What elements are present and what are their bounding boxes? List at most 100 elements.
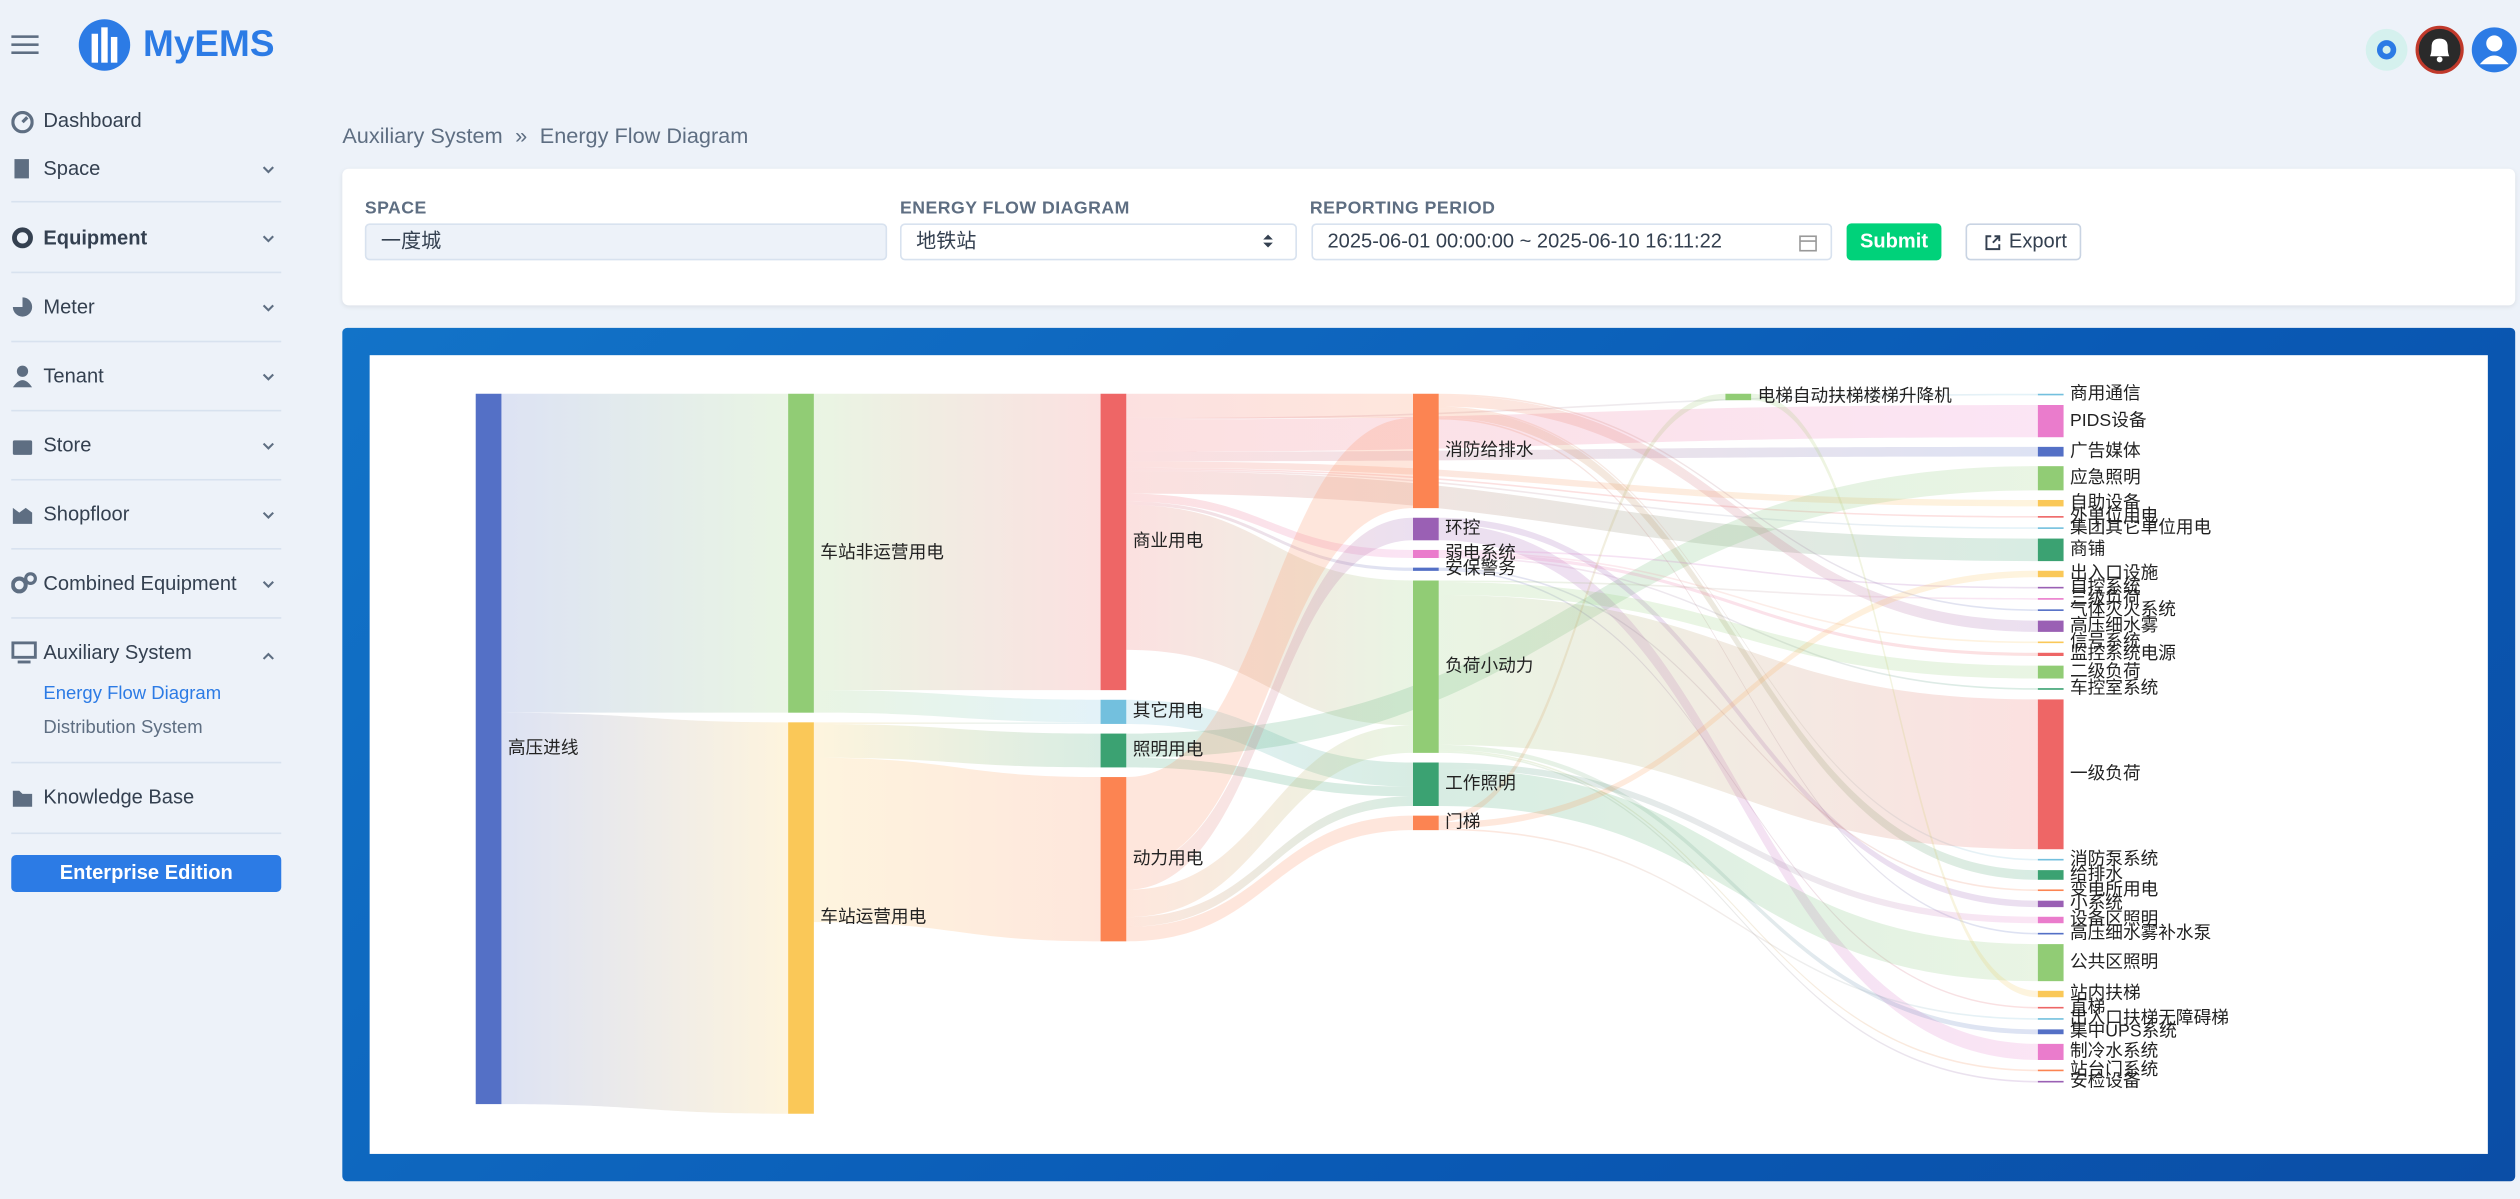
nav-icon [12,507,33,524]
node [1725,393,1752,401]
node-label: PIDS设备 [2070,410,2147,430]
nav-item[interactable]: Combined Equipment [43,572,237,595]
chevrons [262,166,274,589]
node-label: 设备区照明 [2070,909,2158,929]
node-label: 门梯 [1445,812,1480,832]
node-label: 动力用电 [1133,848,1204,868]
node [2037,665,2064,679]
nav-item[interactable]: Dashboard [43,109,142,132]
submit-button[interactable]: Submit [1846,223,1942,261]
nav-item[interactable]: Meter [43,295,95,319]
link [1438,768,2038,982]
links [501,393,2038,1114]
node-label: 直梯 [2070,996,2105,1016]
edition-button[interactable]: Enterprise Edition [11,854,282,892]
node-label: 照明用电 [1133,739,1204,759]
link [1126,467,2038,518]
field-label: SPACE [364,199,427,219]
export-button[interactable]: Export [1965,223,2082,261]
link [1438,582,2038,679]
nav-item[interactable]: Space [43,157,101,180]
link [1438,553,2038,657]
nav-item[interactable]: Equipment [43,226,148,250]
link [1438,549,2038,589]
node [2037,688,2064,690]
node-label: 车控室系统 [2070,678,2158,698]
link [1126,501,1413,571]
chevron-up [262,652,274,660]
node [2037,1043,2064,1060]
divider [11,617,282,619]
node [2037,538,2064,562]
node [2037,652,2064,657]
link [813,393,1101,691]
nav-subitem[interactable]: Distribution System [43,718,203,738]
brand[interactable]: MyEMS [143,22,275,65]
node [2037,499,2064,507]
nav-icon [12,297,33,317]
nav-item[interactable]: Shopfloor [43,503,130,526]
node [2037,1018,2064,1020]
nav-item[interactable]: Knowledge Base [43,785,195,809]
nav-icon [12,790,33,807]
node [1100,699,1127,724]
node-label: 车站运营用电 [820,907,926,927]
link [1126,417,1413,868]
divider [11,200,282,203]
space-input[interactable]: 一度城 [364,223,888,261]
node [2037,598,2064,600]
node-label: 电梯自动扶梯楼梯升降机 [1758,386,1953,406]
link [1438,393,2038,611]
node-label: 一级负荷 [2070,763,2141,783]
node [2037,900,2064,908]
link [1438,408,2038,880]
link [1438,580,2038,600]
divider [11,271,282,274]
node-label: 其它用电 [1133,701,1204,721]
link [813,722,1101,724]
nav-icon [12,365,33,388]
node [2037,570,2064,578]
menu-toggle[interactable] [11,32,40,58]
node-label: 高压细水雾 [2070,615,2159,635]
link [1438,570,2038,829]
link [1126,393,1413,418]
node-label: 安检设备 [2070,1070,2141,1090]
node-label: 站台门系统 [2070,1059,2158,1079]
node-label: 消防泵系统 [2070,848,2158,868]
node [1412,517,1439,541]
node-label: 站内扶梯 [2070,983,2141,1003]
link [1438,551,2038,644]
link [813,723,1101,768]
node-label: 集团其它单位用电 [2070,517,2211,537]
link [1438,393,1726,823]
breadcrumb-parent[interactable]: Auxiliary System [342,123,503,148]
nav-subitem-active[interactable]: Energy Flow Diagram [43,684,222,704]
logo-icon [78,19,131,71]
node [2037,516,2064,518]
link [1438,828,2038,1020]
nav-icon [11,572,37,594]
node [2037,1080,2064,1083]
nav-icon [12,227,33,249]
nav-item[interactable]: Auxiliary System [43,641,192,664]
date-range-input[interactable]: 2025-06-01 00:00:00 ~ 2025-06-10 16:11:2… [1311,223,1833,261]
node-label: 广告媒体 [2070,440,2141,460]
diagram-select[interactable]: 地铁站 [899,223,1297,261]
node [1412,393,1439,509]
node-label: 变电所用电 [2070,879,2158,899]
node-label: 三级负荷 [2070,588,2141,608]
node-label: 出入口扶梯无障碍梯 [2070,1008,2229,1028]
link [501,393,789,713]
node [1100,777,1127,942]
node [2037,699,2064,850]
link [1126,517,1413,890]
node [1100,393,1127,691]
nav-item[interactable]: Store [43,433,92,457]
nav-item[interactable]: Tenant [43,364,104,388]
node [788,393,814,713]
node [1412,815,1439,831]
node-label: 制冷水系统 [2070,1041,2158,1061]
